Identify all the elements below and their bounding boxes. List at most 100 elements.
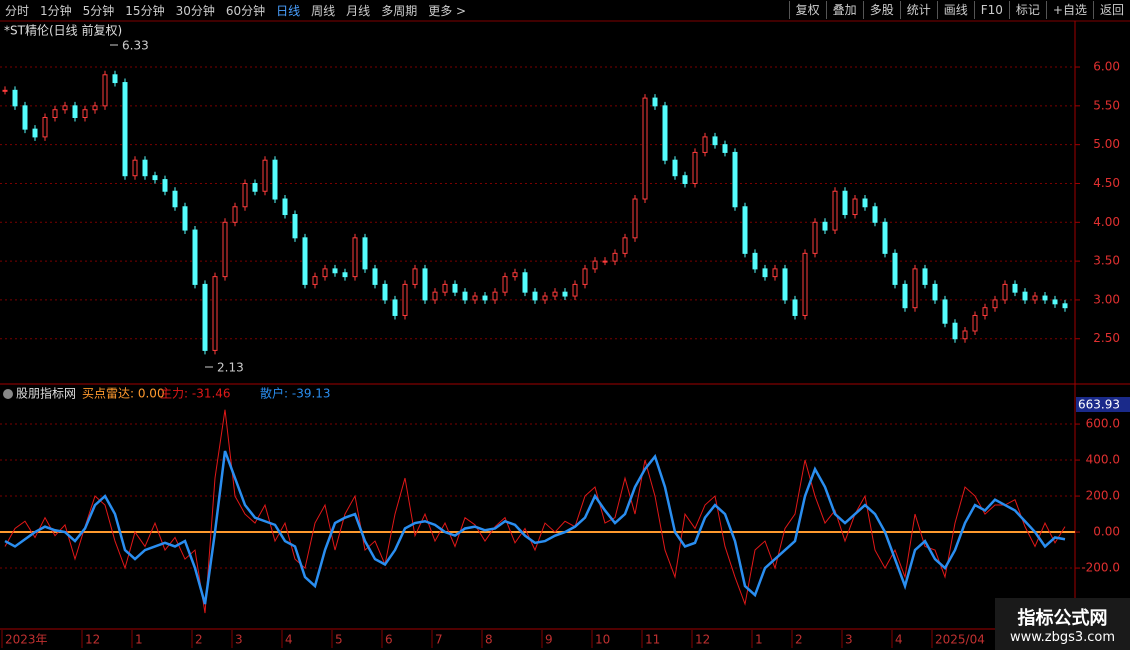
y-tick-label: 6.00 [1093,60,1120,74]
candle [982,307,988,316]
candle [202,283,208,351]
candle [342,272,348,278]
toolbar-button[interactable]: 多周期 [381,3,418,18]
candle [622,237,628,254]
candle [312,276,318,285]
candle [872,206,878,223]
y-tick-label: 3.00 [1093,292,1120,306]
candle [232,206,238,223]
chart-title: *ST精伦(日线 前复权) [4,23,122,38]
candle [102,74,108,107]
watermark: 指标公式网 www.zbgs3.com [995,598,1130,650]
candle [292,214,298,239]
candle [1002,283,1008,301]
y-tick-label: -200.0 [1081,561,1120,575]
toolbar-button[interactable]: 30分钟 [175,3,215,18]
toolbar-button[interactable]: 标记 [1008,1,1046,19]
x-tick-label: 10 [595,633,610,647]
candle [262,159,268,192]
candle [82,109,88,118]
toolbar-button[interactable]: 多股 [862,1,900,19]
candle [242,182,248,208]
candle [322,268,328,278]
candle [72,105,78,118]
candle [792,299,798,316]
x-tick-label: 2 [795,633,803,647]
candle [352,237,358,278]
candle [572,283,578,297]
series-line [4,450,1066,605]
candle [662,105,668,161]
candle [402,283,408,316]
x-tick-label: 4 [895,633,903,647]
x-tick-label: 8 [485,633,493,647]
toolbar-button[interactable]: 月线 [346,3,371,18]
candle [642,97,648,200]
toolbar-button[interactable]: 15分钟 [125,3,165,18]
candle [942,299,948,324]
x-tick-label: 1 [755,633,763,647]
candle [742,206,748,254]
toolbar-button[interactable]: 画线 [936,1,974,19]
toolbar-button[interactable]: 日线 [276,3,301,18]
candle [782,268,788,301]
toolbar-button[interactable]: 叠加 [825,1,863,19]
x-tick-label: 11 [645,633,660,647]
candle [592,260,598,270]
toolbar-button[interactable]: 返回 [1092,1,1130,19]
candle [462,291,468,301]
candle [932,283,938,301]
candle [632,198,638,239]
candle [512,272,518,278]
toolbar-button[interactable]: 分时 [5,3,30,18]
candle [552,291,558,297]
candle [842,190,848,216]
y-tick-label: 2.50 [1093,331,1120,345]
x-tick-label: 9 [545,633,553,647]
candle [282,198,288,216]
candle [222,221,228,278]
candle [2,89,8,92]
candle [212,276,218,351]
candle [852,198,858,216]
toolbar-button[interactable]: 更多 > [428,3,467,18]
candle [962,330,968,340]
y-tick-label: 400.0 [1086,453,1120,467]
candle [162,179,168,192]
candle [602,260,608,263]
toolbar-left: 分时 1分钟 5分钟 15分钟 30分钟 60分钟 日线 周线 月线 多周期 更多 > [0,0,472,20]
y-tick-label: 0.00 [1093,525,1120,539]
toolbar-button[interactable]: 1分钟 [40,3,72,18]
candle [862,198,868,208]
icon[interactable] [3,389,13,399]
candle [392,299,398,316]
candle [412,268,418,285]
top-label: 663.93 [1078,398,1120,412]
candle [702,136,708,153]
toolbar-button[interactable]: 5分钟 [82,3,115,18]
candle [562,291,568,297]
candle [382,283,388,301]
toolbar-button[interactable]: +自选 [1045,1,1093,19]
toolbar-button[interactable]: 复权 [788,1,826,19]
candle [1012,283,1018,293]
x-tick-label: 2025/04 [935,633,985,647]
candle [32,128,38,138]
candle [22,105,28,130]
candle [12,89,18,107]
candle [442,283,448,293]
candle [752,252,758,270]
candle [922,268,928,285]
candle [472,295,478,301]
toolbar-button[interactable]: 周线 [311,3,336,18]
y-tick-label: 600.0 [1086,417,1120,431]
candle [372,268,378,285]
watermark-url: www.zbgs3.com [1009,630,1116,645]
indicator-title: 股朋指标网 [16,386,76,401]
y-tick-label: 3.50 [1093,254,1120,268]
toolbar-button[interactable]: F10 [973,1,1009,19]
toolbar-button[interactable]: 60分钟 [225,3,266,18]
y-tick-label: 5.00 [1093,137,1120,151]
toolbar-button[interactable]: 统计 [899,1,937,19]
candle [992,299,998,309]
